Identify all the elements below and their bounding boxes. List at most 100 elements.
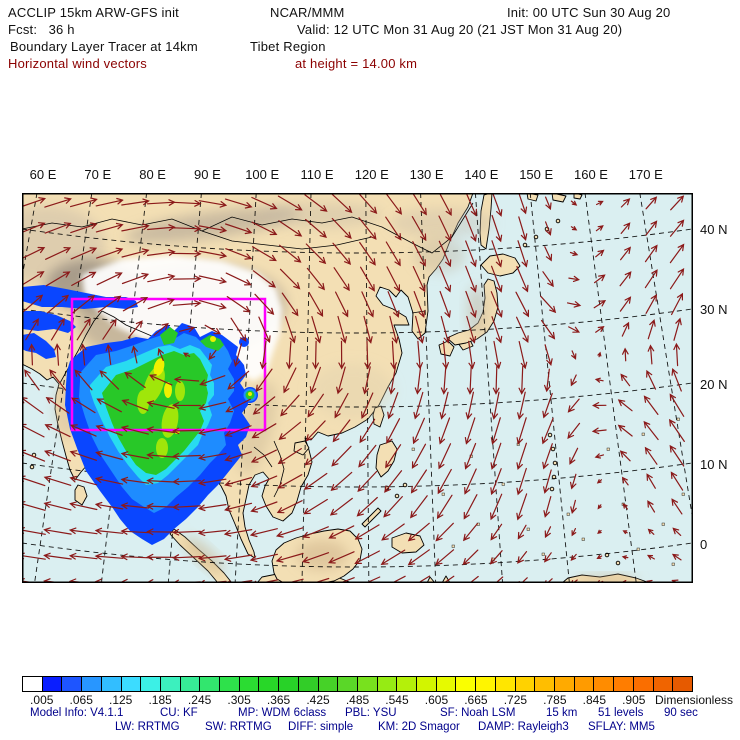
terrain-shading [414, 237, 466, 273]
field-title: Boundary Layer Tracer at 14km [10, 39, 198, 54]
wind-vector-field [22, 193, 685, 583]
atoll-speck [526, 527, 530, 531]
colorbar-cell [82, 677, 102, 691]
small-island [552, 460, 558, 466]
colorbar-cell [141, 677, 161, 691]
forecast-map [22, 193, 693, 583]
small-island [615, 560, 621, 566]
meridian-line [234, 193, 257, 583]
colorbar-cell [180, 677, 201, 691]
tracer-spot [153, 358, 165, 376]
terrain-shading [237, 381, 277, 475]
small-island [522, 242, 528, 248]
lon-tick-label: 120 E [354, 167, 389, 182]
small-island [550, 446, 556, 452]
country-border [22, 202, 474, 254]
colorbar-tick-label: .905 [622, 693, 646, 707]
model-config-item: SFLAY: MM5 [588, 721, 655, 733]
lon-tick-label: 110 E [300, 167, 334, 182]
colorbar-cell [614, 677, 634, 691]
lon-tick-label: 60 E [29, 167, 57, 182]
small-island [402, 482, 408, 488]
colorbar-tick-label: .245 [187, 693, 212, 707]
colorbar-unit-label: Dimensionless [654, 693, 734, 707]
colorbar-cell [357, 677, 378, 691]
small-island [29, 464, 35, 470]
parallel-line [22, 462, 693, 488]
terrain-shading [310, 363, 394, 419]
tracer-spot [210, 336, 216, 342]
model-config-item: MP: WDM 6class [238, 707, 327, 719]
model-config-item: PBL: YSU [345, 707, 397, 719]
small-island [555, 218, 561, 224]
tracer-spot [175, 381, 185, 401]
atoll-speck [681, 492, 685, 496]
meridian-line [34, 193, 93, 583]
colorbar-tick-label: .725 [503, 693, 528, 707]
colorbar-tick-label: .065 [69, 693, 93, 707]
tracer-spot [164, 382, 172, 398]
meridian-line [100, 193, 148, 583]
colorbar-cell [259, 677, 280, 691]
map-border [22, 193, 693, 583]
model-config-item: Model Info: V4.1.1 [30, 707, 124, 719]
terrain-shading [467, 285, 487, 337]
colorbar-tick-label: .545 [385, 693, 409, 707]
lat-tick-label: 10 N [700, 457, 728, 472]
country-border [273, 440, 285, 498]
terrain-shading [575, 575, 639, 583]
model-config-item: CU: KF [160, 707, 198, 719]
tracer-contour [22, 311, 76, 333]
colorbar-tick-label: .305 [227, 693, 251, 707]
atoll-speck [566, 512, 570, 516]
init-time: Init: 00 UTC Sun 30 Aug 20 [507, 5, 671, 20]
colorbar-cell [653, 677, 674, 691]
country-border [411, 310, 426, 314]
colorbar-cell [318, 677, 339, 691]
parallel-line [22, 308, 693, 334]
colorbar-cell [121, 677, 142, 691]
lat-tick-label: 30 N [700, 302, 728, 317]
org-name: NCAR/MMM [270, 5, 345, 20]
colorbar-cell [417, 677, 437, 691]
tracer-spot [248, 392, 252, 396]
meridian-line [474, 193, 503, 583]
country-border [253, 446, 273, 468]
meridian-line [529, 193, 570, 583]
model-config-item: DIFF: simple [288, 721, 354, 733]
model-config-item: DAMP: Rayleigh3 [478, 721, 569, 733]
meridian-line [584, 193, 637, 583]
colorbar-cell [160, 677, 181, 691]
graticule-layer [22, 193, 693, 583]
lon-tick-label: 80 E [139, 167, 166, 182]
tracer-contour [22, 285, 138, 309]
landmass [551, 193, 567, 203]
model-config-item: LW: RRTMG [115, 721, 180, 733]
meridian-line [301, 193, 312, 583]
colorbar [22, 676, 693, 692]
colorbar-cell [200, 677, 221, 691]
colorbar-tick-label: .485 [345, 693, 370, 707]
colorbar-tick-label: .425 [306, 693, 330, 707]
lat-tick-label: 0 [700, 537, 708, 552]
colorbar-cell [239, 677, 260, 691]
atoll-speck [641, 432, 645, 436]
lon-tick-label: 100 E [245, 167, 280, 182]
atoll-speck [441, 492, 445, 496]
model-config-item: 90 sec [664, 707, 698, 719]
landmass [438, 340, 455, 357]
meridian-line [420, 193, 437, 583]
colorbar-tick-label: .125 [108, 693, 133, 707]
colorbar-cell [456, 677, 477, 691]
colorbar-cell [298, 677, 319, 691]
lon-tick-label: 170 E [628, 167, 663, 182]
atoll-speck [581, 537, 585, 541]
model-config-item: 15 km [546, 707, 578, 719]
atoll-speck [606, 447, 610, 451]
meridian-line [639, 193, 693, 524]
terrain-shading [124, 207, 300, 243]
tracer-contour [200, 335, 224, 351]
model-config-item: SF: Noah LSM [440, 707, 516, 719]
height-subtitle: at height = 14.00 km [295, 56, 418, 71]
